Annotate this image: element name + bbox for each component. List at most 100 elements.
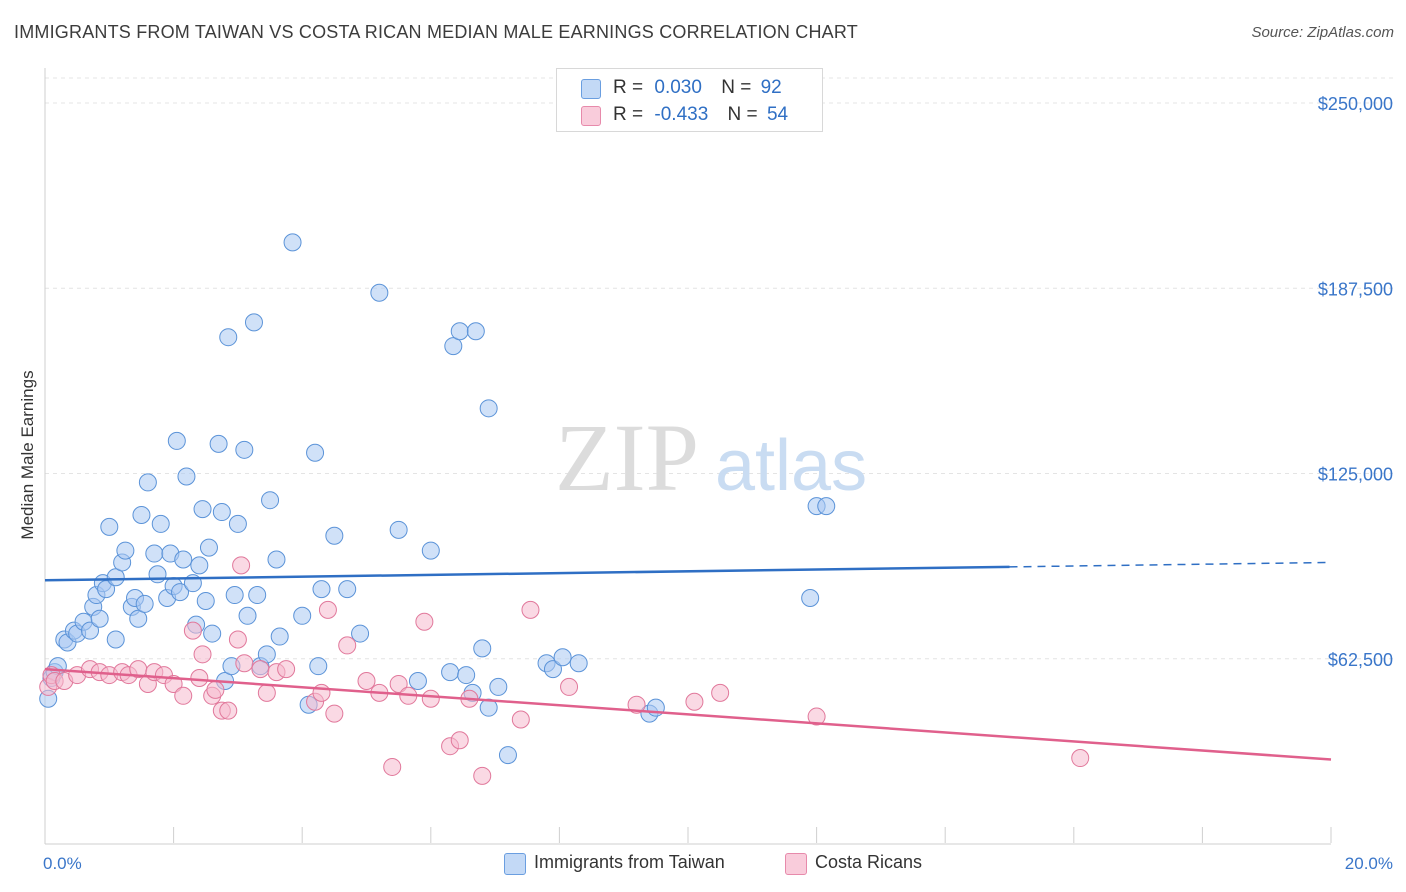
bottom-legend-swatch-taiwan [504,853,526,875]
point-taiwan [148,565,167,584]
legend-swatch-taiwan [581,79,601,99]
trend-lines [44,561,1332,761]
point-taiwan [261,491,280,510]
point-taiwan [498,746,517,765]
point-taiwan [228,514,247,533]
watermark: ZIP atlas [555,404,867,511]
bottom-legend-label-costa: Costa Ricans [815,852,923,872]
point-costa-rican [521,600,540,619]
watermark-atlas: atlas [715,426,867,506]
correlation-legend: R = 0.030 N = 92 R = -0.433 N = 54 [556,68,823,132]
point-taiwan [421,541,440,560]
point-costa-rican [312,683,331,702]
point-taiwan [132,506,151,525]
legend-r-label: R = [613,77,644,98]
point-costa-rican [251,660,270,679]
point-taiwan [325,526,344,545]
y-tick-label: $250,000 [1318,94,1393,114]
point-taiwan [171,583,190,602]
point-taiwan [225,586,244,605]
point-taiwan [100,517,119,536]
y-tick-label: $125,000 [1318,465,1393,485]
source-label: Source: ZipAtlas.com [1251,24,1394,41]
point-taiwan [257,645,276,664]
trend-line-taiwan [44,565,1010,582]
point-costa-rican [685,692,704,711]
point-costa-rican [219,701,238,720]
point-taiwan [543,660,562,679]
point-costa-rican [325,704,344,723]
point-taiwan [116,541,135,560]
point-costa-rican [318,600,337,619]
watermark-zip: ZIP [555,404,699,511]
point-taiwan [135,594,154,613]
x-tick-labels: 0.0% 20.0% [43,854,1393,873]
legend-n-label: N = [721,77,752,98]
point-costa-rican [711,683,730,702]
point-taiwan [199,538,218,557]
point-costa-rican [473,766,492,785]
point-taiwan [106,630,125,649]
point-taiwan [306,443,325,462]
point-taiwan [196,591,215,610]
point-taiwan [151,514,170,533]
chart-title: IMMIGRANTS FROM TAIWAN VS COSTA RICAN ME… [14,22,858,42]
point-taiwan [312,580,331,599]
point-costa-rican [627,695,646,714]
point-costa-rican [450,731,469,750]
point-taiwan [129,609,148,628]
point-taiwan [190,556,209,575]
point-costa-rican [807,707,826,726]
point-taiwan [466,322,485,341]
y-tick-label: $62,500 [1328,650,1393,670]
trend-line-taiwan-extension [1009,561,1332,568]
point-taiwan [444,337,463,356]
point-costa-rican [232,556,251,575]
point-costa-rican [193,645,212,664]
y-tick-label: $187,500 [1318,279,1393,299]
point-taiwan [106,568,125,587]
point-taiwan [473,639,492,658]
point-taiwan [145,544,164,563]
point-taiwan [235,440,254,459]
point-costa-rican [338,636,357,655]
point-costa-rican [174,686,193,705]
point-costa-rican [421,689,440,708]
point-costa-rican [415,612,434,631]
point-costa-rican [1071,749,1090,768]
point-taiwan [351,624,370,643]
legend-swatch-costa [581,106,601,126]
point-costa-rican [277,660,296,679]
point-taiwan [270,627,289,646]
point-costa-rican [389,674,408,693]
point-taiwan [248,586,267,605]
point-costa-rican [190,669,209,688]
point-costa-rican [235,654,254,673]
point-costa-rican [228,630,247,649]
point-taiwan [203,624,222,643]
point-taiwan [209,434,228,453]
point-taiwan [267,550,286,569]
point-costa-rican [357,671,376,690]
point-taiwan [441,663,460,682]
point-costa-rican [383,757,402,776]
point-taiwan [309,657,328,676]
x-tick-label: 20.0% [1345,854,1393,873]
axes [44,68,1332,845]
point-taiwan [138,473,157,492]
point-taiwan [167,431,186,450]
point-costa-rican [257,683,276,702]
legend-n-value: 54 [766,104,789,125]
point-taiwan [817,497,836,516]
point-costa-rican [560,677,579,696]
point-taiwan [177,467,196,486]
x-tick-label: 0.0% [43,854,82,873]
point-taiwan [338,580,357,599]
point-taiwan [479,399,498,418]
point-costa-rican [511,710,530,729]
point-taiwan [174,550,193,569]
point-taiwan [81,621,100,640]
y-tick-labels: $62,500 $125,000 $187,500 $250,000 [1318,94,1393,670]
point-taiwan [801,589,820,608]
point-taiwan [408,671,427,690]
